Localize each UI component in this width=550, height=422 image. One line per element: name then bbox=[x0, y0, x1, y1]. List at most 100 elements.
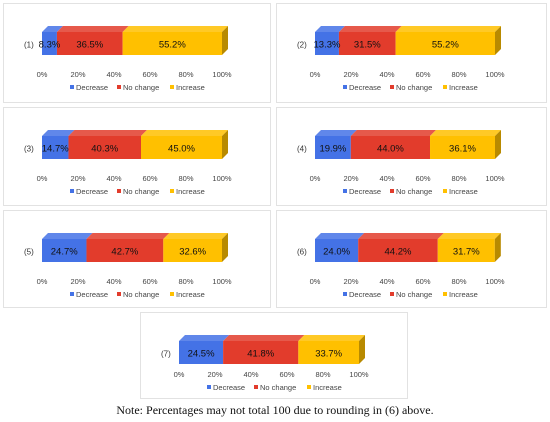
legend-label: Increase bbox=[449, 83, 478, 92]
tick-label: 0% bbox=[37, 277, 48, 286]
tick-label: 80% bbox=[451, 277, 466, 286]
tick-label: 40% bbox=[106, 70, 121, 79]
data-label: 24.0% bbox=[323, 247, 350, 258]
tick-label: 40% bbox=[106, 174, 121, 183]
bar-segment-increase bbox=[122, 26, 228, 55]
data-label: 40.3% bbox=[91, 144, 118, 155]
legend-label: Decrease bbox=[349, 83, 381, 92]
data-label: 44.2% bbox=[385, 247, 412, 258]
tick-label: 100% bbox=[485, 70, 505, 79]
bar-segment-decrease bbox=[42, 233, 93, 262]
legend-swatch bbox=[117, 189, 121, 193]
bar-end-face bbox=[495, 26, 501, 55]
chart-7: (7) 24.5% 41.8% 33.7% 0% 20% 40% 60% 80% 100% Decr… bbox=[161, 335, 369, 392]
legend-swatch bbox=[343, 85, 347, 89]
legend-swatch bbox=[170, 292, 174, 296]
bar-segment-no-change bbox=[56, 26, 129, 55]
chart-1: (1) 8.3% 36.5% 55.2% 0% 20% 40% 60% 80% 100% Decre… bbox=[24, 26, 232, 92]
tick-label: 40% bbox=[243, 370, 258, 379]
legend-swatch bbox=[170, 85, 174, 89]
legend-swatch bbox=[117, 85, 121, 89]
legend-label: Decrease bbox=[76, 187, 108, 196]
legend-label: No change bbox=[123, 290, 159, 299]
legend-swatch bbox=[170, 189, 174, 193]
tick-label: 60% bbox=[142, 277, 157, 286]
legend-label: Decrease bbox=[213, 383, 245, 392]
bar-segment-no-change bbox=[358, 233, 444, 262]
data-label: 45.0% bbox=[168, 144, 195, 155]
tick-label: 60% bbox=[142, 70, 157, 79]
chart-3: (3) 14.7% 40.3% 45.0% 0% 20% 40% 60% 80% 100% Decr… bbox=[24, 130, 232, 196]
chart-panel-1: (1) 8.3% 36.5% 55.2% 0% 20% 40% 60% 80% 100% Decre… bbox=[3, 3, 271, 103]
chart-panel-4: (4) 19.9% 44.0% 36.1% 0% 20% 40% 60% 80% 100% Decr… bbox=[276, 107, 547, 206]
tick-label: 0% bbox=[37, 174, 48, 183]
tick-label: 40% bbox=[379, 70, 394, 79]
tick-label: 100% bbox=[212, 174, 232, 183]
data-label: 24.7% bbox=[51, 247, 78, 258]
data-label: 33.7% bbox=[315, 349, 342, 360]
tick-label: 100% bbox=[485, 174, 505, 183]
footnote: Note: Percentages may not total 100 due … bbox=[116, 403, 434, 417]
legend-label: No change bbox=[123, 187, 159, 196]
tick-label: 20% bbox=[343, 70, 358, 79]
chart-2: (2) 13.3% 31.5% 55.2% 0% 20% 40% 60% 80% 100% Decr… bbox=[297, 26, 505, 92]
data-label: 31.7% bbox=[453, 247, 480, 258]
bar-segment-increase bbox=[298, 335, 365, 364]
legend-swatch bbox=[390, 292, 394, 296]
bar-end-face bbox=[359, 335, 365, 364]
legend-swatch bbox=[70, 292, 74, 296]
data-label: 8.3% bbox=[39, 40, 61, 51]
legend-swatch bbox=[70, 85, 74, 89]
category-label: (6) bbox=[297, 248, 307, 257]
tick-label: 40% bbox=[106, 277, 121, 286]
tick-label: 0% bbox=[37, 70, 48, 79]
bar-end-face bbox=[222, 130, 228, 159]
legend-label: Decrease bbox=[349, 187, 381, 196]
legend-label: No change bbox=[260, 383, 296, 392]
chart-panel-5: (5) 24.7% 42.7% 32.6% 0% 20% 40% 60% 80% 100% Decr… bbox=[3, 210, 271, 308]
tick-label: 20% bbox=[343, 277, 358, 286]
tick-label: 20% bbox=[343, 174, 358, 183]
legend-label: No change bbox=[396, 290, 432, 299]
legend-swatch bbox=[254, 385, 258, 389]
bar-segment-decrease bbox=[315, 130, 357, 159]
bar-segment-no-change bbox=[68, 130, 147, 159]
tick-label: 80% bbox=[178, 277, 193, 286]
legend-swatch bbox=[207, 385, 211, 389]
chart-6: (6) 24.0% 44.2% 31.7% 0% 20% 40% 60% 80% 100% Decr… bbox=[297, 233, 505, 299]
category-label: (7) bbox=[161, 350, 171, 359]
tick-label: 0% bbox=[310, 70, 321, 79]
category-label: (4) bbox=[297, 145, 307, 154]
chart-5: (5) 24.7% 42.7% 32.6% 0% 20% 40% 60% 80% 100% Decr… bbox=[24, 233, 232, 299]
legend-label: No change bbox=[396, 83, 432, 92]
bar-segment-increase bbox=[163, 233, 228, 262]
tick-label: 100% bbox=[212, 277, 232, 286]
tick-label: 0% bbox=[310, 277, 321, 286]
data-label: 41.8% bbox=[247, 349, 274, 360]
legend-label: Increase bbox=[449, 290, 478, 299]
bar-segment-decrease bbox=[179, 335, 230, 364]
legend-swatch bbox=[70, 189, 74, 193]
bar-segment-increase bbox=[395, 26, 501, 55]
legend-label: No change bbox=[396, 187, 432, 196]
tick-label: 80% bbox=[451, 70, 466, 79]
bar-end-face bbox=[222, 233, 228, 262]
tick-label: 60% bbox=[415, 277, 430, 286]
data-label: 42.7% bbox=[111, 247, 138, 258]
chart-4: (4) 19.9% 44.0% 36.1% 0% 20% 40% 60% 80% 100% Decr… bbox=[297, 130, 505, 196]
bar-segment-decrease bbox=[315, 26, 345, 55]
chart-panel-3: (3) 14.7% 40.3% 45.0% 0% 20% 40% 60% 80% 100% Decr… bbox=[3, 107, 271, 206]
category-label: (5) bbox=[24, 248, 34, 257]
legend-label: Decrease bbox=[76, 83, 108, 92]
data-label: 19.9% bbox=[319, 144, 346, 155]
legend-label: Increase bbox=[449, 187, 478, 196]
chart-panel-6: (6) 24.0% 44.2% 31.7% 0% 20% 40% 60% 80% 100% Decr… bbox=[276, 210, 547, 308]
legend-label: No change bbox=[123, 83, 159, 92]
bar-end-face bbox=[494, 233, 501, 262]
bar-segment-no-change bbox=[350, 130, 437, 159]
category-label: (1) bbox=[24, 41, 34, 50]
tick-label: 100% bbox=[212, 70, 232, 79]
tick-label: 60% bbox=[142, 174, 157, 183]
legend-swatch bbox=[343, 292, 347, 296]
legend-label: Increase bbox=[176, 83, 205, 92]
